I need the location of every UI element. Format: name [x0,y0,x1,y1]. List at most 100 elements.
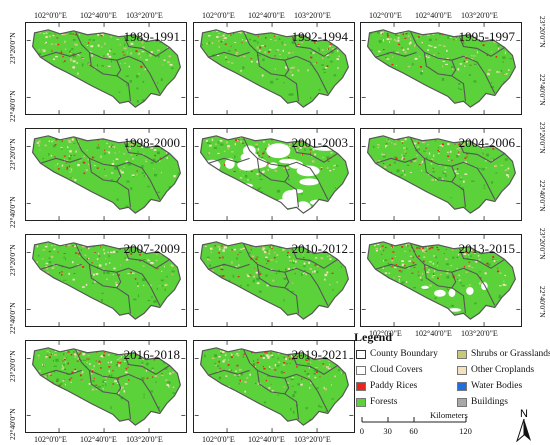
cropland-patch [456,148,459,150]
cropland-patch [429,261,432,263]
paddy-rice-patch [119,362,122,364]
forest-texture [483,187,486,189]
cropland-patch [106,150,108,153]
forest-texture [150,162,154,164]
cropland-patch [214,387,218,389]
cropland-patch [335,164,337,166]
cropland-patch [506,151,509,154]
cropland-patch [254,365,256,368]
paddy-rice-patch [417,36,420,38]
land-cover-map [26,341,186,432]
forest-texture [265,309,268,313]
forest-texture [248,420,250,424]
cropland-patch [167,46,170,49]
paddy-rice-patch [417,142,420,145]
cropland-patch [225,141,228,144]
paddy-rice-patch [443,253,445,254]
paddy-rice-patch [91,156,94,159]
cropland-patch [264,51,267,54]
cropland-patch [441,145,444,147]
forest-texture [78,101,82,104]
forest-texture [248,252,251,254]
forest-texture [318,89,321,91]
cropland-patch [48,351,50,353]
forest-texture [81,237,83,240]
paddy-rice-patch [79,374,82,377]
forest-texture [370,177,374,181]
cropland-patch [267,169,269,171]
forest-texture [217,365,220,368]
forest-texture [157,82,159,84]
cloud-cover [448,288,456,297]
cropland-patch [376,55,379,57]
cropland-patch [268,387,271,389]
cropland-patch [427,56,430,59]
forest-texture [331,398,334,400]
cropland-patch [85,169,88,171]
forest-texture [211,301,214,304]
forest-texture [88,39,91,41]
cropland-patch [506,73,508,75]
forest-texture [70,239,73,241]
forest-texture [485,217,487,219]
forest-texture [220,143,224,146]
cropland-patch [414,57,418,60]
forest-texture [333,419,337,422]
cropland-patch [310,361,312,364]
paddy-rice-patch [403,158,405,160]
paddy-rice-patch [462,41,464,43]
cropland-patch [373,66,376,69]
paddy-rice-patch [453,39,455,41]
cropland-patch [38,379,41,382]
forest-texture [273,201,277,205]
cropland-patch [507,167,510,170]
cropland-patch [435,179,437,181]
county-boundary [375,263,417,270]
cropland-patch [211,357,215,359]
forest-texture [214,205,217,208]
forest-texture [201,400,203,404]
cropland-patch [268,252,271,255]
forest-texture [164,288,166,291]
county-boundary [284,161,329,200]
paddy-rice-patch [108,375,111,377]
forest-texture [262,58,265,62]
forest-texture [323,71,326,74]
cropland-patch [106,142,108,145]
forest-texture [292,261,295,264]
longitude-label: 102°40'0"E [248,435,285,444]
cropland-patch [238,368,242,371]
forest-texture [137,150,139,153]
cropland-patch [218,40,220,43]
legend-swatch [457,366,467,375]
cropland-patch [269,355,272,357]
paddy-rice-patch [55,139,58,141]
cropland-patch [254,243,257,245]
cropland-patch [463,65,466,67]
cropland-patch [314,63,316,65]
cropland-patch [405,244,408,247]
cropland-patch [305,273,307,276]
paddy-rice-patch [246,171,247,172]
paddy-rice-patch [224,43,227,45]
cropland-patch [244,31,247,34]
cropland-patch [270,259,274,261]
paddy-rice-patch [48,251,52,253]
cropland-patch [488,69,491,71]
forest-texture [150,390,153,393]
cropland-patch [124,361,126,362]
map-panel: 2016-2018 [25,340,187,433]
cropland-patch [431,178,434,181]
paddy-rice-patch [130,253,133,255]
paddy-rice-patch [381,253,383,256]
cropland-patch [110,251,113,254]
period-label: 2001-2003 [291,135,348,150]
forest-texture [401,281,405,283]
paddy-rice-patch [295,354,297,356]
cropland-patch [77,163,80,167]
cropland-patch [382,39,384,42]
paddy-rice-patch [438,52,440,54]
cropland-patch [329,45,331,47]
forest-texture [283,298,285,302]
forest-texture [215,84,218,88]
